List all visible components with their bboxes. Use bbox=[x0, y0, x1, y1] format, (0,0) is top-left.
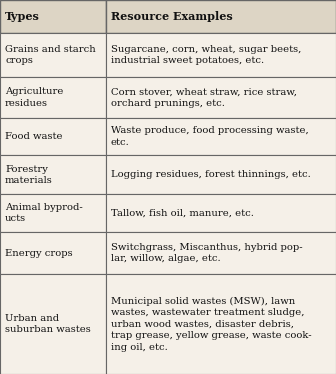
Text: Types: Types bbox=[5, 11, 40, 22]
Text: Municipal solid wastes (MSW), lawn
wastes, wastewater treatment sludge,
urban wo: Municipal solid wastes (MSW), lawn waste… bbox=[111, 297, 311, 352]
Text: Sugarcane, corn, wheat, sugar beets,
industrial sweet potatoes, etc.: Sugarcane, corn, wheat, sugar beets, ind… bbox=[111, 45, 301, 65]
Text: Food waste: Food waste bbox=[5, 132, 62, 141]
Text: Forestry
materials: Forestry materials bbox=[5, 165, 53, 185]
Bar bbox=[0, 77, 106, 118]
Bar bbox=[0, 118, 106, 156]
Text: Animal byprod-
ucts: Animal byprod- ucts bbox=[5, 203, 83, 223]
Text: Corn stover, wheat straw, rice straw,
orchard prunings, etc.: Corn stover, wheat straw, rice straw, or… bbox=[111, 88, 297, 108]
Bar bbox=[0, 33, 106, 77]
Bar bbox=[106, 232, 336, 275]
Bar bbox=[106, 33, 336, 77]
Bar bbox=[106, 156, 336, 194]
Bar bbox=[106, 118, 336, 156]
Bar bbox=[106, 77, 336, 118]
Text: Energy crops: Energy crops bbox=[5, 249, 73, 258]
Text: Tallow, fish oil, manure, etc.: Tallow, fish oil, manure, etc. bbox=[111, 208, 254, 217]
Bar bbox=[106, 275, 336, 374]
Text: Switchgrass, Miscanthus, hybrid pop-
lar, willow, algae, etc.: Switchgrass, Miscanthus, hybrid pop- lar… bbox=[111, 243, 302, 263]
Text: Waste produce, food processing waste,
etc.: Waste produce, food processing waste, et… bbox=[111, 126, 308, 147]
Bar bbox=[106, 194, 336, 232]
Bar bbox=[0, 156, 106, 194]
Text: Resource Examples: Resource Examples bbox=[111, 11, 233, 22]
Bar bbox=[0, 275, 106, 374]
Text: Urban and
suburban wastes: Urban and suburban wastes bbox=[5, 314, 91, 334]
Text: Agriculture
residues: Agriculture residues bbox=[5, 88, 64, 108]
Bar bbox=[0, 194, 106, 232]
Bar bbox=[106, 0, 336, 33]
Text: Logging residues, forest thinnings, etc.: Logging residues, forest thinnings, etc. bbox=[111, 170, 310, 179]
Bar bbox=[0, 0, 106, 33]
Bar bbox=[0, 232, 106, 275]
Text: Grains and starch
crops: Grains and starch crops bbox=[5, 45, 96, 65]
